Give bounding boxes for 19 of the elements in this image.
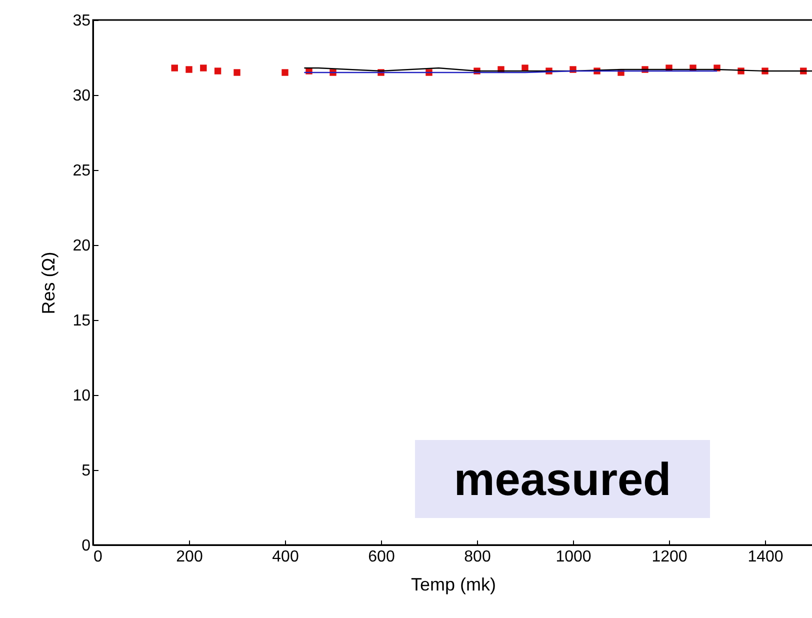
x-tick-label: 1400: [748, 548, 784, 566]
x-axis-title: Temp (mk): [411, 574, 496, 594]
x-tick-label: 1200: [652, 548, 688, 566]
y-tick-label: 20: [72, 238, 91, 254]
x-tick-label: 1000: [556, 548, 592, 566]
y-tick-label: 0: [82, 538, 91, 554]
x-tick-label: 0: [94, 548, 102, 566]
y-tick-label: 5: [82, 462, 91, 480]
y-axis-title: Res (Ω): [38, 252, 59, 314]
y-tick-label: 10: [72, 388, 91, 404]
x-tick-label: 800: [464, 548, 491, 566]
y-tick-label: 30: [72, 88, 91, 104]
x-tick-label: 600: [368, 548, 395, 566]
annotation: measured: [415, 440, 710, 518]
y-tick-label: 25: [72, 162, 91, 180]
y-tick-label: 15: [72, 312, 91, 330]
y-tick-label: 35: [72, 12, 91, 30]
x-tick-label: 200: [176, 548, 203, 566]
x-tick-label: 400: [272, 548, 299, 566]
